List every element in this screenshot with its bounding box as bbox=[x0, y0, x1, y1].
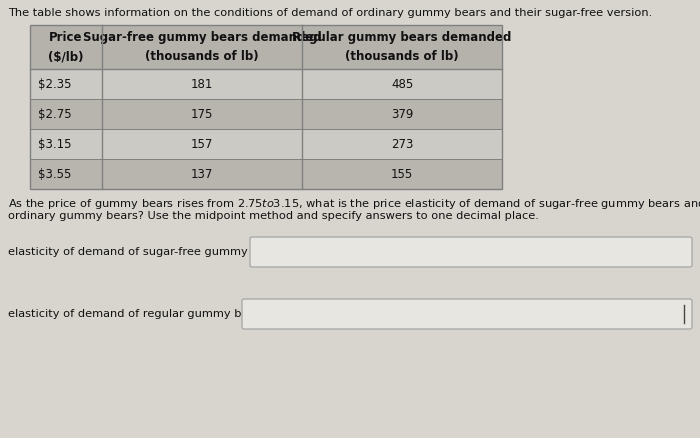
Text: 175: 175 bbox=[191, 107, 214, 120]
FancyBboxPatch shape bbox=[242, 299, 692, 329]
Text: Regular gummy bears demanded: Regular gummy bears demanded bbox=[293, 31, 512, 44]
Text: The table shows information on the conditions of demand of ordinary gummy bears : The table shows information on the condi… bbox=[8, 8, 652, 18]
FancyBboxPatch shape bbox=[250, 237, 692, 267]
Bar bbox=[30, 159, 502, 189]
Text: 379: 379 bbox=[391, 107, 413, 120]
Text: $2.35: $2.35 bbox=[38, 78, 71, 91]
Text: ($/lb): ($/lb) bbox=[48, 50, 84, 63]
Text: Sugar-free gummy bears demanded: Sugar-free gummy bears demanded bbox=[83, 31, 321, 44]
Text: $3.55: $3.55 bbox=[38, 167, 71, 180]
Text: ordinary gummy bears? Use the midpoint method and specify answers to one decimal: ordinary gummy bears? Use the midpoint m… bbox=[8, 211, 539, 221]
Text: 485: 485 bbox=[391, 78, 413, 91]
Text: 157: 157 bbox=[191, 138, 214, 151]
Text: As the price of gummy bears rises from $2.75 to $3.15, what is the price elastic: As the price of gummy bears rises from $… bbox=[8, 197, 700, 211]
Text: (thousands of lb): (thousands of lb) bbox=[145, 50, 259, 63]
Text: elasticity of demand of regular gummy bears:: elasticity of demand of regular gummy be… bbox=[8, 309, 270, 319]
Bar bbox=[30, 129, 502, 159]
Text: $2.75: $2.75 bbox=[38, 107, 71, 120]
Text: 137: 137 bbox=[191, 167, 214, 180]
Text: elasticity of demand of sugar-free gummy bears:: elasticity of demand of sugar-free gummy… bbox=[8, 247, 287, 257]
Bar bbox=[30, 69, 502, 99]
Text: 273: 273 bbox=[391, 138, 413, 151]
Text: 155: 155 bbox=[391, 167, 413, 180]
Text: Price: Price bbox=[49, 31, 83, 44]
Text: (thousands of lb): (thousands of lb) bbox=[345, 50, 459, 63]
Bar bbox=[30, 99, 502, 129]
Bar bbox=[30, 25, 502, 189]
Text: 181: 181 bbox=[191, 78, 214, 91]
Bar bbox=[30, 25, 502, 69]
Text: $3.15: $3.15 bbox=[38, 138, 71, 151]
